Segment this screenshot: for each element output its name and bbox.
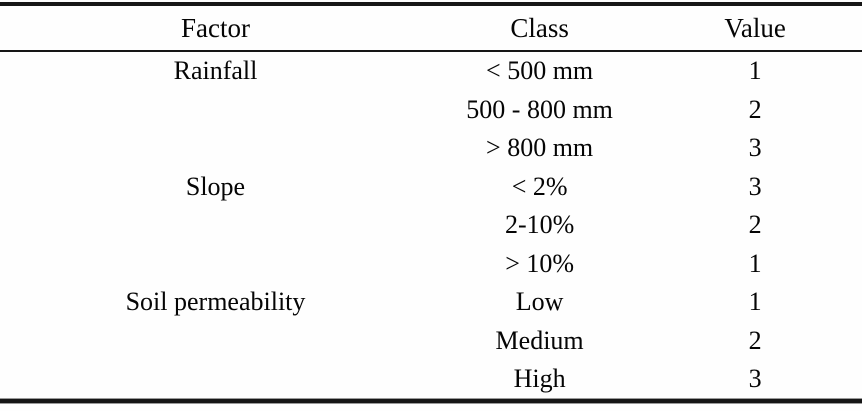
table-row: > 800 mm 3 (0, 129, 862, 168)
table-header-rule (0, 50, 862, 52)
cell-factor: Rainfall (173, 56, 258, 86)
cell-class: High (513, 364, 566, 394)
table-row: Rainfall < 500 mm 1 (0, 52, 862, 91)
cell-class: 500 - 800 mm (466, 94, 613, 124)
cell-class: 2-10% (504, 210, 575, 240)
cell-value: 1 (748, 248, 762, 278)
cell-class: < 500 mm (486, 56, 594, 86)
cell-factor: Soil permeability (125, 287, 306, 317)
table-row: > 10% 1 (0, 245, 862, 284)
table-top-rule (0, 2, 862, 6)
table-row: Slope < 2% 3 (0, 168, 862, 207)
cell-value: 2 (748, 325, 762, 355)
table-body: Rainfall < 500 mm 1 500 - 800 mm 2 > 800… (0, 52, 862, 399)
table-row: High 3 (0, 360, 862, 399)
table-row: Soil permeability Low 1 (0, 283, 862, 322)
cell-value: 1 (748, 287, 762, 317)
cell-factor: Slope (185, 171, 246, 201)
cell-value: 1 (748, 56, 762, 86)
table-header-row: Factor Class Value (0, 6, 862, 50)
table-bottom-rule (0, 398, 862, 403)
cell-class: Low (515, 287, 564, 317)
table-row: Medium 2 (0, 322, 862, 361)
cell-class: > 800 mm (486, 133, 594, 163)
column-header-class: Class (510, 12, 569, 43)
cell-class: > 10% (505, 248, 575, 278)
cell-class: Medium (495, 325, 584, 355)
cell-value: 3 (748, 171, 762, 201)
cell-class: < 2% (511, 171, 568, 201)
cell-value: 2 (748, 210, 762, 240)
column-header-factor: Factor (181, 12, 250, 43)
column-header-value: Value (724, 12, 786, 43)
cell-value: 3 (748, 364, 762, 394)
cell-value: 3 (748, 133, 762, 163)
table-row: 500 - 800 mm 2 (0, 91, 862, 130)
table-row: 2-10% 2 (0, 206, 862, 245)
cell-value: 2 (748, 94, 762, 124)
